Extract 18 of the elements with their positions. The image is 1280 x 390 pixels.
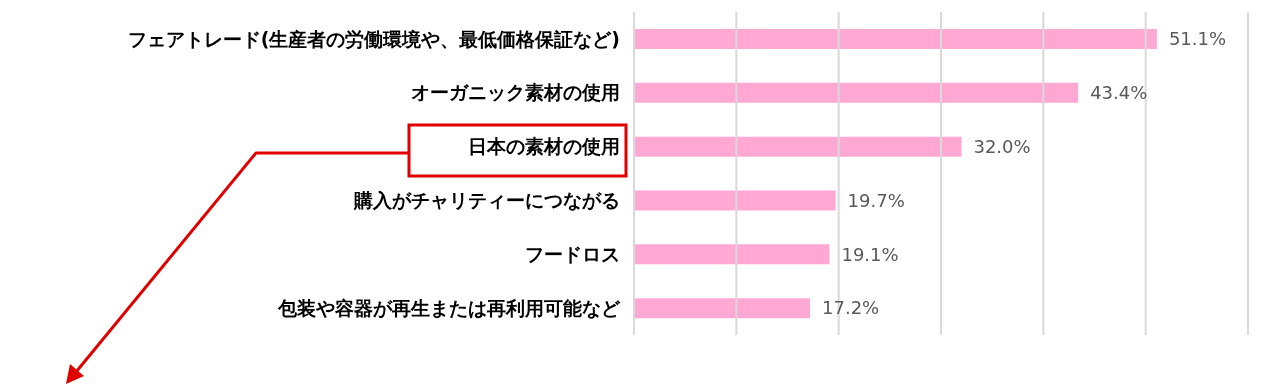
y-tick-label: 日本の素材の使用: [468, 135, 620, 158]
data-label: 19.7%: [847, 189, 905, 211]
data-label: 51.1%: [1168, 28, 1227, 50]
bar: [634, 136, 962, 157]
y-tick-label: フードロス: [525, 242, 620, 265]
y-tick-label: フェアトレード(生産者の労働環境や、最低価格保証など): [127, 27, 620, 50]
bar: [634, 244, 830, 265]
data-label: 32.0%: [973, 135, 1031, 157]
y-tick-label: 包装や容器が再生または再利用可能など: [277, 296, 621, 319]
data-label: 17.2%: [822, 297, 880, 319]
bar: [634, 190, 836, 211]
data-label: 43.4%: [1090, 82, 1148, 104]
data-label: 19.1%: [841, 243, 899, 265]
bar: [634, 29, 1157, 49]
bar: [634, 298, 811, 319]
y-tick-label: オーガニック素材の使用: [411, 81, 620, 104]
bar: [634, 82, 1079, 103]
y-tick-label: 購入がチャリティーにつながる: [353, 189, 620, 212]
